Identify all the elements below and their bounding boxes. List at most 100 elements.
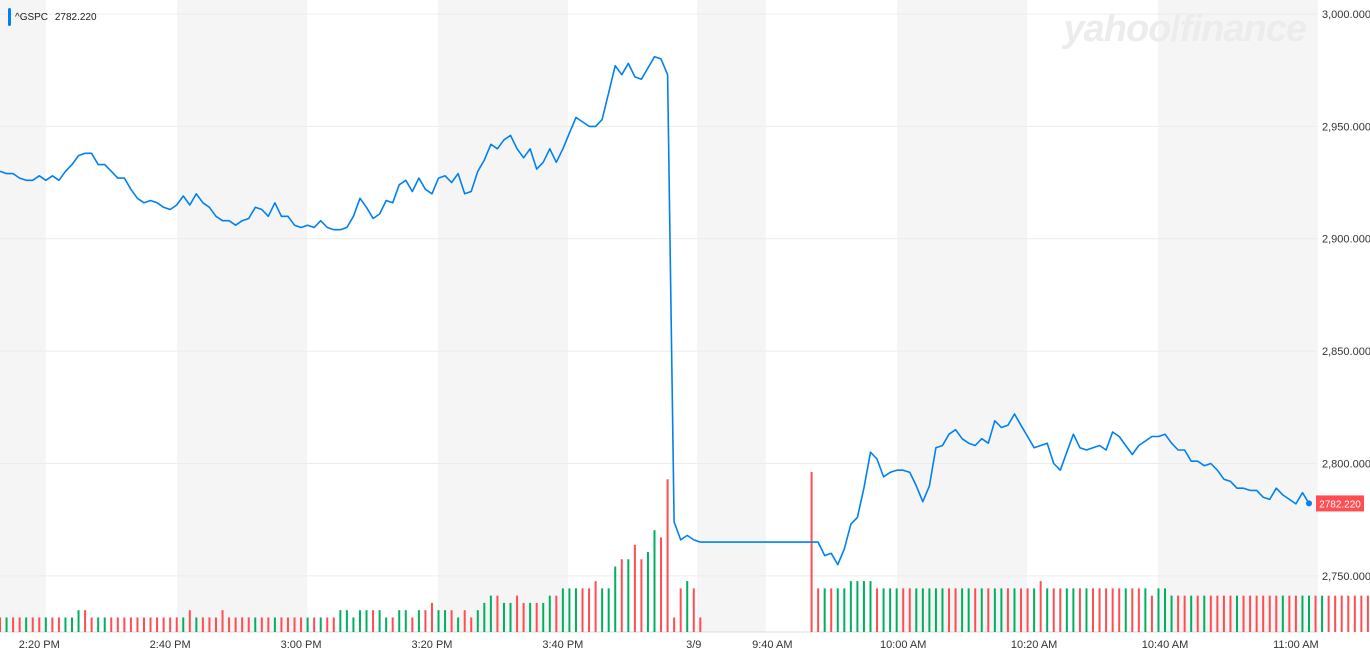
volume-bar bbox=[1033, 588, 1036, 632]
volume-bar bbox=[1052, 588, 1055, 632]
volume-bar bbox=[208, 617, 211, 632]
volume-bar bbox=[319, 617, 322, 632]
chart-legend[interactable]: ^GSPC 2782.220 bbox=[8, 8, 101, 26]
volume-bar bbox=[345, 610, 348, 632]
volume-bar bbox=[928, 588, 931, 632]
volume-bar bbox=[234, 617, 237, 632]
volume-bar bbox=[221, 610, 224, 632]
legend-symbol: ^GSPC bbox=[15, 11, 49, 23]
volume-bar bbox=[247, 617, 250, 632]
volume-bar bbox=[97, 617, 100, 632]
volume-bar bbox=[588, 588, 591, 632]
volume-bar bbox=[908, 588, 911, 632]
volume-bar bbox=[300, 617, 303, 632]
volume-bar bbox=[286, 617, 289, 632]
volume-bar bbox=[110, 617, 113, 632]
volume-bar bbox=[666, 479, 669, 632]
volume-bar bbox=[437, 610, 440, 632]
volume-bar bbox=[830, 588, 833, 632]
volume-bar bbox=[149, 617, 152, 632]
volume-bars bbox=[0, 472, 1369, 632]
volume-bar bbox=[182, 617, 185, 632]
volume-bar bbox=[1360, 595, 1363, 632]
y-tick-label: 2,800.000 bbox=[1322, 458, 1370, 470]
volume-bar bbox=[934, 588, 937, 632]
volume-bar bbox=[1039, 581, 1042, 632]
volume-bar bbox=[332, 617, 335, 632]
y-tick-label: 2,900.000 bbox=[1322, 234, 1370, 246]
volume-bar bbox=[214, 617, 217, 632]
volume-bar bbox=[352, 617, 355, 632]
volume-bar bbox=[1006, 588, 1009, 632]
time-bands bbox=[0, 0, 1318, 633]
x-tick-label: 9:40 AM bbox=[752, 639, 792, 651]
volume-bar bbox=[954, 588, 957, 632]
grid-lines bbox=[0, 13, 1318, 577]
x-tick-label: 10:00 AM bbox=[880, 639, 926, 651]
volume-bar bbox=[129, 617, 132, 632]
volume-bar bbox=[987, 588, 990, 632]
volume-bar bbox=[1255, 595, 1258, 632]
x-tick-label: 2:40 PM bbox=[150, 639, 191, 651]
volume-bar bbox=[1340, 595, 1343, 632]
volume-bar bbox=[679, 588, 682, 632]
volume-bar bbox=[817, 588, 820, 632]
volume-bar bbox=[1105, 588, 1108, 632]
volume-bar bbox=[882, 588, 885, 632]
volume-bar bbox=[1144, 588, 1147, 632]
volume-bar bbox=[25, 617, 28, 632]
time-band bbox=[0, 0, 46, 632]
volume-bar bbox=[489, 595, 492, 632]
volume-bar bbox=[228, 617, 231, 632]
volume-bar bbox=[673, 617, 676, 632]
volume-bar bbox=[84, 610, 87, 632]
volume-bar bbox=[1190, 595, 1193, 632]
volume-bar bbox=[430, 602, 433, 632]
volume-bar bbox=[993, 588, 996, 632]
volume-bar bbox=[542, 602, 545, 632]
volume-bar bbox=[483, 602, 486, 632]
volume-bar bbox=[64, 617, 67, 632]
volume-bar bbox=[1288, 595, 1291, 632]
volume-bar bbox=[1072, 588, 1075, 632]
volume-bar bbox=[1085, 588, 1088, 632]
volume-bar bbox=[967, 588, 970, 632]
volume-bar bbox=[843, 588, 846, 632]
volume-bar bbox=[365, 610, 368, 632]
x-tick-label: 10:20 AM bbox=[1011, 639, 1057, 651]
volume-bar bbox=[267, 617, 270, 632]
volume-bar bbox=[444, 610, 447, 632]
x-axis: 2:20 PM 2:40 PM 3:00 PM 3:20 PM 3:40 PM 3/9 9:… bbox=[19, 639, 1319, 651]
volume-bar bbox=[561, 588, 564, 632]
y-tick-label: 2,850.000 bbox=[1322, 346, 1370, 358]
volume-bar bbox=[201, 617, 204, 632]
volume-bar bbox=[548, 595, 551, 632]
volume-bar bbox=[1229, 595, 1232, 632]
volume-bar bbox=[915, 588, 918, 632]
last-point-marker bbox=[1306, 500, 1312, 507]
volume-bar bbox=[142, 617, 145, 632]
volume-bar bbox=[1353, 595, 1356, 632]
volume-bar bbox=[326, 617, 329, 632]
volume-bar bbox=[529, 602, 532, 632]
yahoo-finance-logo: yahoo/finance bbox=[1063, 8, 1307, 50]
volume-bar bbox=[594, 581, 597, 632]
volume-bar bbox=[70, 617, 73, 632]
volume-bar bbox=[470, 617, 473, 632]
volume-bar bbox=[1236, 595, 1239, 632]
volume-bar bbox=[1249, 595, 1252, 632]
volume-bar bbox=[509, 602, 512, 632]
volume-bar bbox=[895, 588, 898, 632]
volume-bar bbox=[1078, 588, 1081, 632]
time-band bbox=[177, 0, 307, 632]
volume-bar bbox=[810, 472, 813, 632]
volume-bar bbox=[188, 610, 191, 632]
last-price-tag: 2782.220 bbox=[1316, 495, 1364, 512]
volume-bar bbox=[457, 617, 460, 632]
time-band bbox=[897, 0, 1027, 632]
volume-bar bbox=[627, 559, 630, 632]
volume-bar bbox=[902, 588, 905, 632]
volume-bar bbox=[1301, 595, 1304, 632]
volume-bar bbox=[1183, 595, 1186, 632]
volume-bar bbox=[889, 588, 892, 632]
